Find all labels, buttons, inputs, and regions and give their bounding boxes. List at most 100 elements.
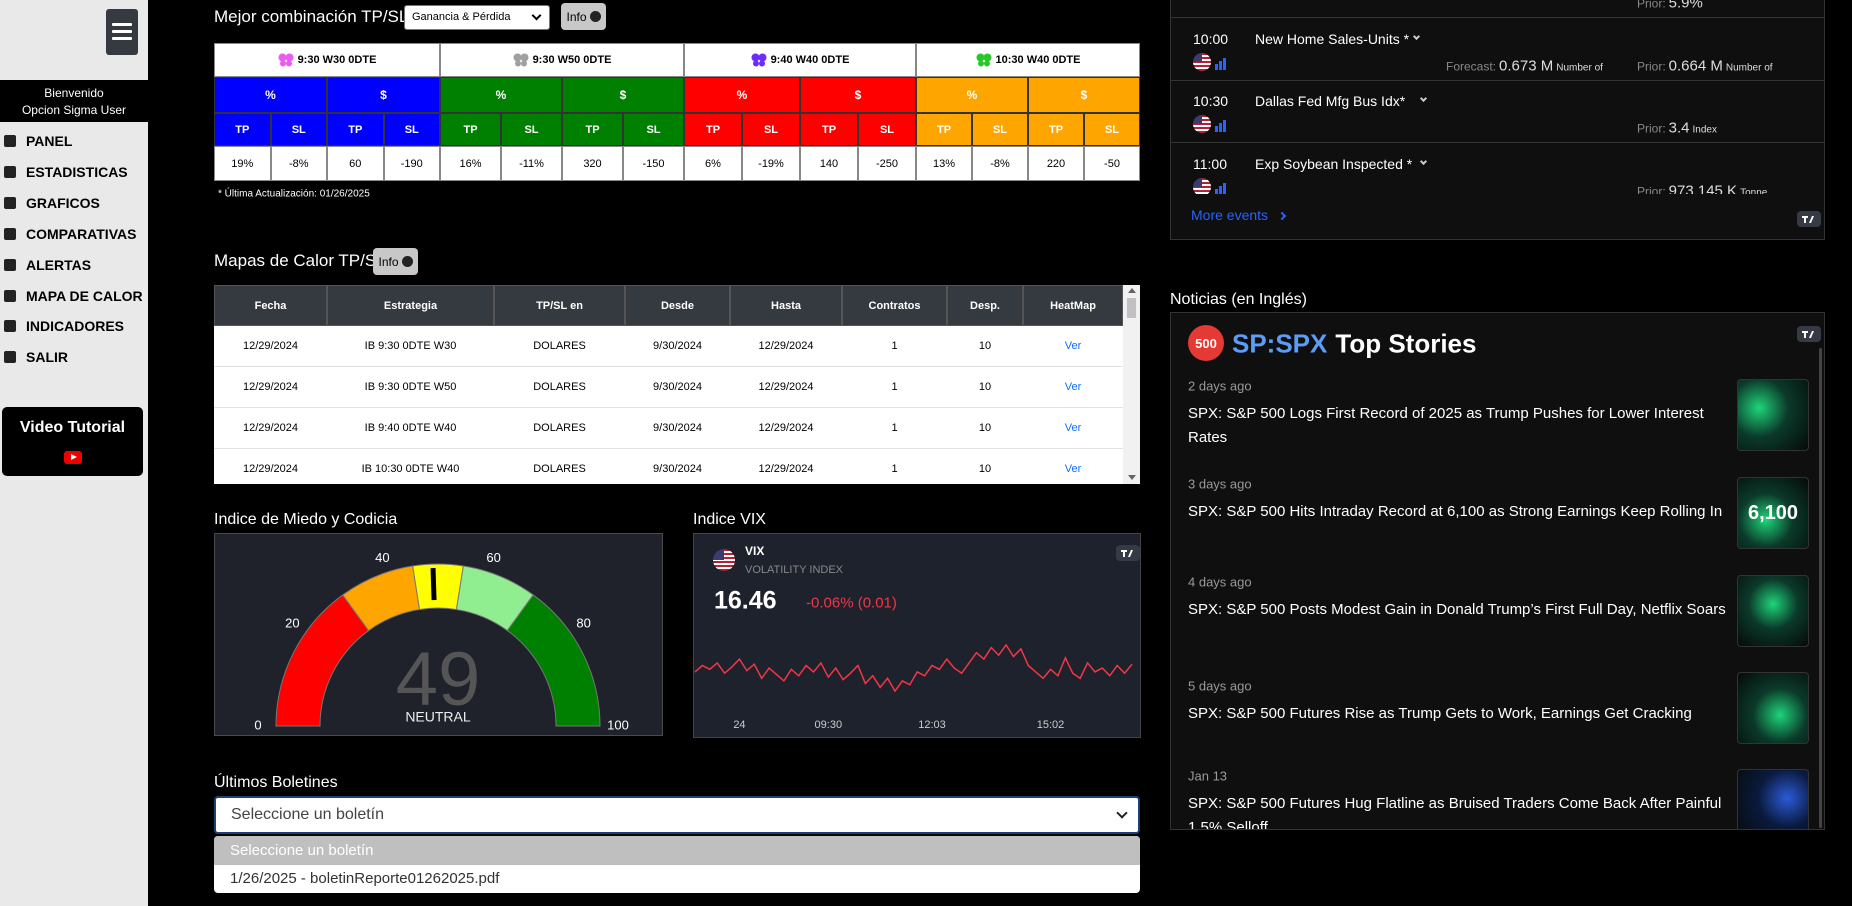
news-text[interactable]: SPX: S&P 500 Futures Rise as Trump Gets … — [1188, 705, 1692, 722]
tp-sl-value: -8% — [972, 146, 1028, 181]
menu-item[interactable]: ESTADISTICAS — [26, 163, 128, 180]
event-prior: Prior: 5.9% — [1637, 0, 1703, 12]
table-cell: 9/30/2024 — [625, 367, 730, 408]
news-text[interactable]: SPX: S&P 500 Posts Modest Gain in Donald… — [1188, 601, 1726, 618]
heatmap-link[interactable]: Ver — [1023, 367, 1123, 408]
logo-mark — [1121, 550, 1133, 557]
tp-sl-header: SL — [383, 113, 440, 146]
news-thumbnail — [1737, 575, 1809, 647]
impact-bar — [1215, 126, 1218, 132]
vix-line — [694, 643, 1133, 693]
heatmap-table: Fecha Estrategia TP/SL en Desde Hasta Contrat… — [214, 285, 1140, 484]
menu-icon — [4, 258, 16, 271]
menu-item[interactable]: ALERTAS — [26, 256, 92, 273]
tp-sl-value: -11% — [501, 146, 562, 181]
wing — [279, 60, 286, 67]
tp-sl-header: SL — [270, 113, 327, 146]
news-thumbnail — [1737, 672, 1809, 744]
menu-item[interactable]: GRAFICOS — [26, 194, 100, 211]
gauge-band — [275, 594, 370, 727]
menu-item[interactable]: SALIR — [26, 349, 68, 366]
butterfly-icon — [513, 53, 529, 67]
video-tutorial[interactable]: Video Tutorial — [2, 407, 143, 476]
wing — [983, 53, 991, 62]
news-text[interactable]: SPX: S&P 500 Hits Intraday Record at 6,1… — [1188, 503, 1723, 520]
heatmap-link[interactable]: Ver — [1023, 449, 1123, 484]
us-flag — [713, 549, 735, 571]
menu-item[interactable]: COMPARATIVAS — [26, 225, 137, 242]
wing — [520, 60, 527, 67]
bulletin-option[interactable]: 1/26/2025 - boletinReporte01262025.pdf — [230, 870, 500, 887]
news-thumbnail — [1737, 379, 1809, 451]
news-heading: SP:SPX Top Stories — [1232, 329, 1476, 360]
wing — [520, 53, 529, 62]
table-cell: 12/29/2024 — [214, 326, 327, 367]
tp-sl-value: 320 — [562, 146, 623, 181]
menu-item[interactable]: MAPA DE CALOR — [26, 287, 143, 304]
menu-toggle[interactable] — [106, 9, 138, 55]
table-cell: 12/29/2024 — [730, 449, 842, 484]
calendar-panel: Prior: 5.9% 10:00 New Home Sales-Units * For… — [1170, 0, 1825, 240]
menu-toggle-bar — [112, 30, 132, 33]
symbol: VIX — [745, 544, 765, 558]
impact-bar — [1223, 58, 1226, 70]
column-header: Desp. — [947, 285, 1023, 326]
gauge-panel: 0 20 40 60 80 100 49 NEUTRAL — [214, 533, 663, 736]
heatmap-link[interactable]: Ver — [1023, 326, 1123, 367]
menu-icon — [4, 165, 16, 178]
strategy-select[interactable]: Ganancia & Pérdida — [404, 5, 550, 30]
gauge-band — [506, 594, 601, 727]
news-text[interactable]: SPX: S&P 500 Futures Hug Flatline as Bru… — [1188, 795, 1722, 830]
news-text[interactable]: SPX: S&P 500 Logs First Record of 2025 a… — [1188, 405, 1704, 446]
news-time: 3 days ago — [1188, 476, 1252, 492]
youtube-play — [71, 454, 77, 460]
table-cell: IB 9:40 0DTE W40 — [327, 408, 494, 449]
tp-sl-header: SL — [972, 113, 1028, 146]
logo-mark — [1802, 216, 1814, 223]
heatmap-link[interactable]: Ver — [1023, 408, 1123, 449]
info-button[interactable]: Info — [373, 248, 418, 275]
bulletin-option[interactable]: Seleccione un boletín — [214, 836, 1140, 865]
tp-sl-value: 16% — [440, 146, 501, 181]
event-name[interactable]: New Home Sales-Units * — [1255, 31, 1423, 47]
section-title: Noticias (en Inglés) — [1170, 291, 1307, 308]
table-cell: DOLARES — [494, 408, 625, 449]
section-title: Mejor combinación TP/SL — [214, 7, 409, 26]
news-heading-text: Top Stories — [1335, 328, 1477, 359]
event-name[interactable]: Dallas Fed Mfg Bus Idx* — [1255, 93, 1428, 109]
menu-item[interactable]: PANEL — [26, 133, 73, 149]
news-time: Jan 13 — [1188, 768, 1228, 784]
news-time: 5 days ago — [1188, 678, 1252, 694]
events: Prior: 5.9% 10:00 New Home Sales-Units * For… — [1171, 0, 1824, 194]
tp-sl-value: 60 — [327, 146, 384, 181]
menu-item[interactable]: INDICADORES — [26, 318, 125, 335]
scrollbar — [1123, 285, 1140, 484]
wing — [977, 60, 984, 67]
tp-sl-value: -190 — [383, 146, 440, 181]
info-button[interactable]: Info — [561, 3, 606, 30]
prior-label: Prior: — [1637, 59, 1666, 74]
event-name[interactable]: Exp Soybean Inspected * — [1255, 156, 1428, 172]
wing — [758, 53, 767, 62]
news-symbol[interactable]: SP:SPX — [1232, 328, 1328, 359]
strategy-header: 9:40 W40 0DTE — [684, 43, 916, 77]
more-events[interactable]: More events — [1191, 207, 1287, 223]
gauge-tick-label: 40 — [375, 550, 389, 565]
logo-bg — [1116, 545, 1140, 561]
table-cell: DOLARES — [494, 449, 625, 484]
price-change: -0.06% (0.01) — [806, 594, 897, 612]
tp-sl-header: TP — [916, 113, 972, 146]
prior-value: 5.9% — [1668, 0, 1703, 12]
news-scrollbar — [1819, 348, 1822, 828]
tp-sl-value: -50 — [1084, 146, 1140, 181]
bulletin-select[interactable]: Seleccione un boletín — [214, 796, 1140, 834]
chart-title: Indice de Miedo y Codicia — [214, 511, 398, 528]
news-time: 2 days ago — [1188, 378, 1252, 394]
gauge-tick-label: 100 — [607, 717, 629, 732]
table-cell: 12/29/2024 — [214, 408, 327, 449]
strategy-header: 10:30 W40 0DTE — [916, 43, 1140, 77]
welcome-text: Bienvenido — [44, 86, 104, 100]
chevron — [1116, 807, 1128, 819]
prior-label: Prior: — [1637, 0, 1666, 11]
